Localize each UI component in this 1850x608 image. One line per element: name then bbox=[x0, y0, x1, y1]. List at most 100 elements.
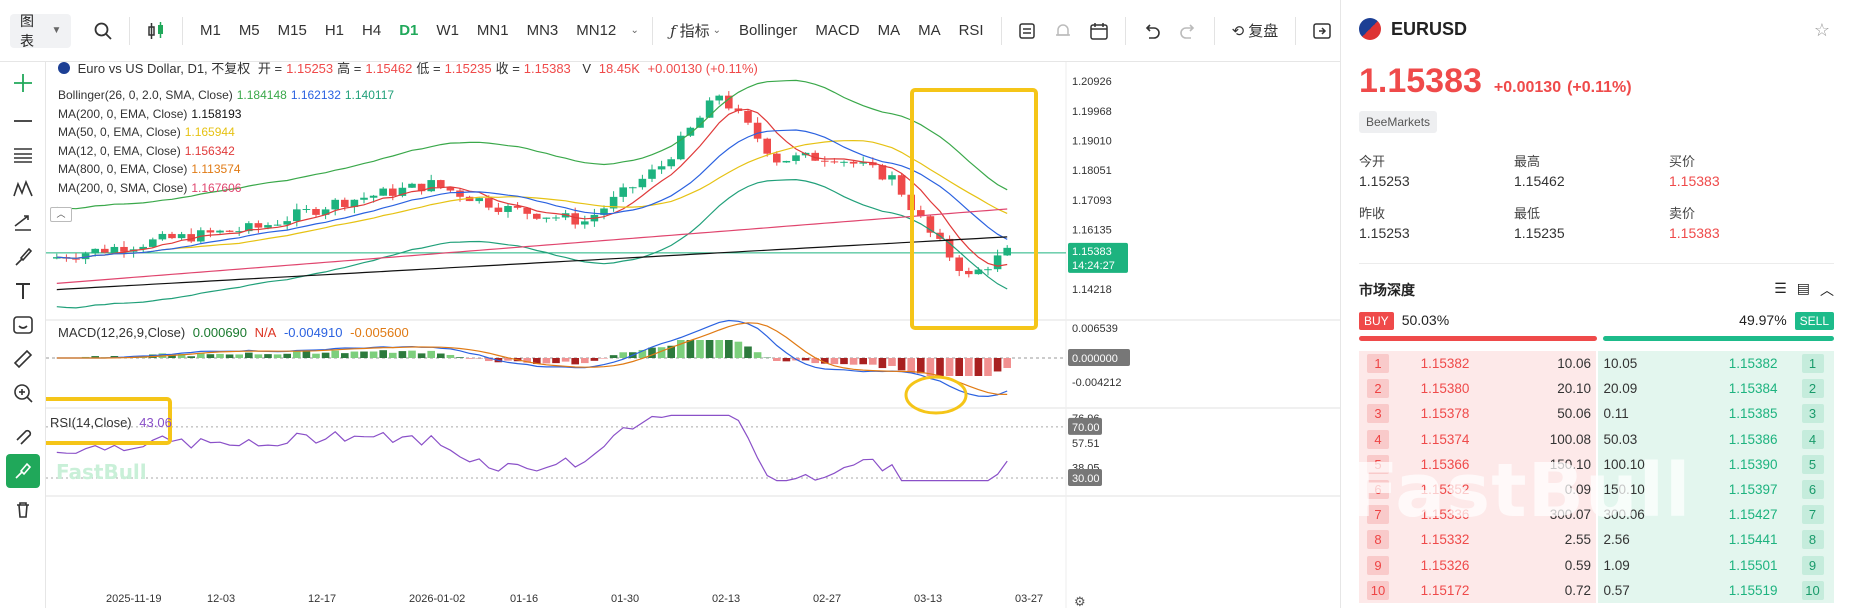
template-icon[interactable] bbox=[1010, 14, 1046, 48]
fib-lines-icon[interactable] bbox=[6, 138, 40, 172]
bid-level: 4 bbox=[1367, 429, 1389, 449]
chart-canvas[interactable]: 1.218641.209261.199681.190101.180511.170… bbox=[46, 62, 1340, 608]
indicator-shortcut-macd[interactable]: MACD bbox=[815, 22, 860, 39]
ask-row[interactable]: 0.11 1.15385 3 bbox=[1598, 401, 1835, 426]
ask-row[interactable]: 50.03 1.15386 4 bbox=[1598, 427, 1835, 452]
timeframe-m5[interactable]: M5 bbox=[238, 22, 260, 39]
bid-row[interactable]: 8 1.15332 2.55 bbox=[1359, 527, 1596, 552]
ask-row[interactable]: 2.56 1.15441 8 bbox=[1598, 527, 1835, 552]
candlestick-icon[interactable] bbox=[138, 14, 174, 48]
indicators-button[interactable]: ƒ 指标 ⌄ bbox=[661, 14, 730, 48]
chart-area[interactable]: 1.218641.209261.199681.190101.180511.170… bbox=[46, 61, 1340, 608]
bid-row[interactable]: 6 1.15352 0.09 bbox=[1359, 477, 1596, 502]
macd-zero-tag bbox=[1068, 349, 1130, 366]
projection-icon[interactable] bbox=[6, 206, 40, 240]
timeframe-mn1[interactable]: MN1 bbox=[476, 22, 509, 39]
indicator-shortcut-ma[interactable]: MA bbox=[918, 22, 941, 39]
lock-drawing-icon[interactable] bbox=[6, 454, 40, 488]
timeframe-w1[interactable]: W1 bbox=[436, 22, 459, 39]
magnet-icon[interactable] bbox=[6, 417, 40, 451]
undo-icon[interactable] bbox=[1134, 14, 1170, 48]
bid-price: 1.15332 bbox=[1420, 532, 1470, 548]
timeframe-m1[interactable]: M1 bbox=[199, 22, 221, 39]
ask-row[interactable]: 150.10 1.15397 6 bbox=[1598, 477, 1835, 502]
timeframe-h4[interactable]: H4 bbox=[362, 22, 382, 39]
candle-body bbox=[408, 183, 416, 188]
redo-icon[interactable] bbox=[1170, 14, 1206, 48]
chart-type-select[interactable]: 图表 ▼ bbox=[10, 13, 72, 49]
ask-row[interactable]: 0.57 1.15519 10 bbox=[1598, 578, 1835, 603]
replay-button[interactable]: ⟲ 复盘 bbox=[1223, 14, 1288, 48]
book-view-icon[interactable]: ▤ bbox=[1796, 280, 1810, 296]
candle-body bbox=[225, 230, 234, 232]
candle-body bbox=[513, 206, 522, 208]
macd-histogram-bar bbox=[926, 358, 935, 376]
horizontal-line-icon[interactable] bbox=[6, 104, 40, 138]
timeframe-d1[interactable]: D1 bbox=[399, 22, 419, 39]
candle-body bbox=[811, 152, 819, 161]
list-view-icon[interactable]: ☰ bbox=[1774, 280, 1787, 296]
macd-histogram-bar bbox=[705, 340, 714, 358]
macd-histogram-bar bbox=[379, 350, 387, 358]
timeframe-h1[interactable]: H1 bbox=[324, 22, 345, 39]
bid-row[interactable]: 4 1.15374 100.08 bbox=[1359, 427, 1596, 452]
timeframe-mn12[interactable]: MN12 bbox=[576, 22, 617, 39]
bid-row[interactable]: 3 1.15378 50.06 bbox=[1359, 401, 1596, 426]
price-axis-label: 1.20926 bbox=[1072, 76, 1112, 88]
bid-row[interactable]: 7 1.15336 300.07 bbox=[1359, 502, 1596, 527]
fullscreen-exit-icon[interactable] bbox=[1304, 14, 1340, 48]
timeframe-mn3[interactable]: MN3 bbox=[526, 22, 559, 39]
collapse-legend-button[interactable]: ︿ bbox=[50, 207, 72, 222]
pattern-icon[interactable] bbox=[6, 172, 40, 206]
indicator-shortcut-rsi[interactable]: RSI bbox=[958, 22, 984, 39]
macd-axis-label: -0.004212 bbox=[1072, 377, 1122, 389]
bid-row[interactable]: 2 1.15380 20.10 bbox=[1359, 376, 1596, 401]
chevron-down-icon[interactable]: ⌄ bbox=[630, 25, 639, 36]
macd-histogram-bar bbox=[561, 358, 570, 362]
bid-row[interactable]: 9 1.15326 0.59 bbox=[1359, 553, 1596, 578]
macd-histogram-bar bbox=[955, 358, 963, 376]
settings-gear-icon[interactable]: ⚙ bbox=[1074, 595, 1086, 608]
candle-body bbox=[849, 161, 858, 164]
bid-row[interactable]: 1 1.15382 10.06 bbox=[1359, 351, 1596, 376]
bid-row[interactable]: 10 1.15172 0.72 bbox=[1359, 578, 1596, 603]
trash-icon[interactable] bbox=[6, 492, 40, 526]
ask-row[interactable]: 100.10 1.15390 5 bbox=[1598, 452, 1835, 477]
macd-histogram-bar bbox=[840, 358, 848, 365]
macd-histogram-bar bbox=[456, 357, 464, 358]
macd-histogram-bar bbox=[350, 351, 359, 358]
replay-label: 复盘 bbox=[1248, 23, 1279, 40]
macd-value-2: N/A bbox=[254, 325, 277, 340]
ask-row[interactable]: 1.09 1.15501 9 bbox=[1598, 553, 1835, 578]
ruler-icon[interactable] bbox=[6, 342, 40, 376]
ask-row[interactable]: 10.05 1.15382 1 bbox=[1598, 351, 1835, 376]
favorite-star-icon[interactable]: ☆ bbox=[1813, 20, 1830, 40]
zoom-in-icon[interactable] bbox=[6, 376, 40, 410]
macd-histogram-bar bbox=[552, 358, 560, 364]
candle-body bbox=[158, 233, 167, 240]
rsi-legend: RSI(14,Close) 43.06 bbox=[50, 415, 176, 430]
collapse-icon[interactable]: ︿ bbox=[1820, 282, 1834, 298]
bid-price: 1.15374 bbox=[1420, 431, 1470, 447]
indicator-shortcut-ma[interactable]: MA bbox=[877, 22, 901, 39]
alert-icon[interactable] bbox=[1045, 14, 1081, 48]
crosshair-icon[interactable] bbox=[6, 66, 40, 100]
timeframe-m15[interactable]: M15 bbox=[277, 22, 307, 39]
text-icon[interactable] bbox=[6, 274, 40, 308]
bid-row[interactable]: 5 1.15366 150.10 bbox=[1359, 452, 1596, 477]
fastbull-panel-watermark: FastBull bbox=[1348, 448, 1692, 534]
calendar-icon[interactable] bbox=[1081, 14, 1117, 48]
emoji-icon[interactable] bbox=[6, 308, 40, 342]
macd-histogram-bar bbox=[187, 356, 195, 358]
toolbar-divider bbox=[1213, 16, 1215, 45]
ask-row[interactable]: 20.09 1.15384 2 bbox=[1598, 376, 1835, 401]
candle-body bbox=[821, 160, 829, 162]
brush-icon[interactable] bbox=[6, 240, 40, 274]
macd-histogram-bar bbox=[830, 358, 839, 365]
ask-row[interactable]: 300.06 1.15427 7 bbox=[1598, 502, 1835, 527]
macd-histogram-bar bbox=[446, 354, 455, 358]
search-icon[interactable] bbox=[85, 14, 121, 48]
ask-price: 1.15427 bbox=[1728, 507, 1778, 523]
macd-histogram-bar bbox=[811, 358, 819, 364]
indicator-shortcut-bollinger[interactable]: Bollinger bbox=[739, 22, 798, 39]
